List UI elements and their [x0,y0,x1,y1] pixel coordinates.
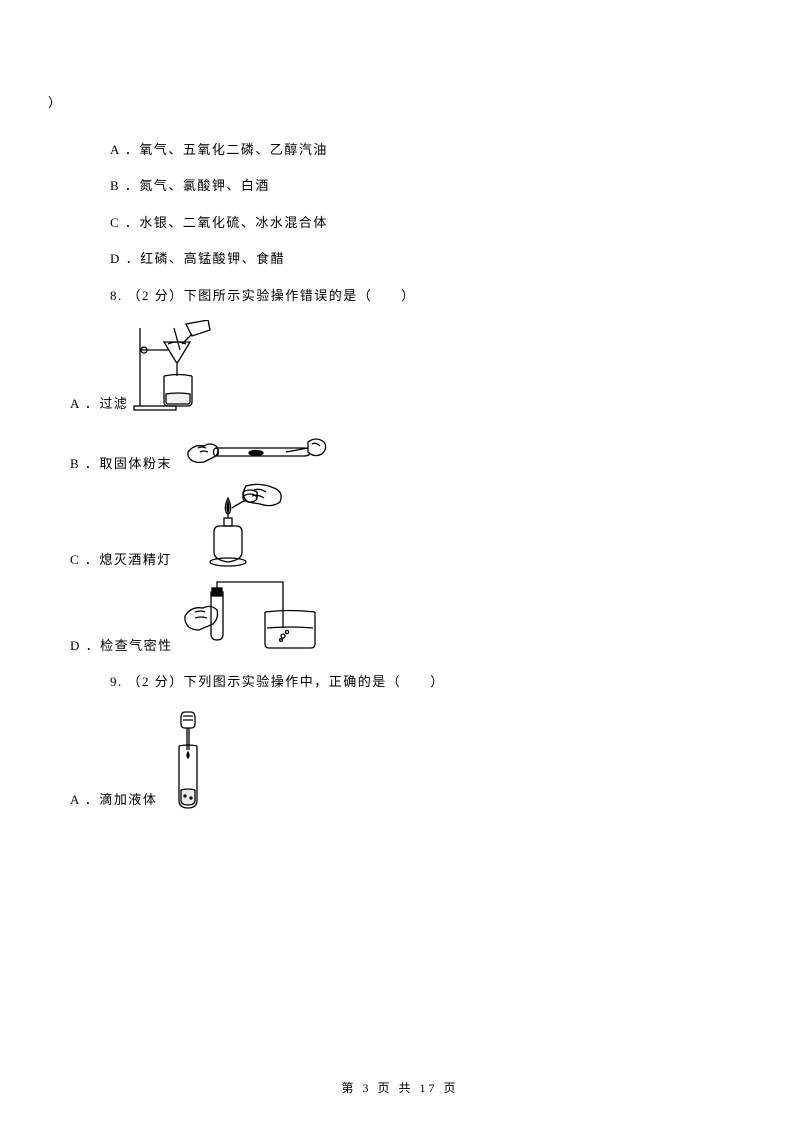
extinguish-lamp-figure [180,482,290,570]
dropper-figure [165,710,213,810]
airtightness-figure [181,578,331,656]
dropper-icon [165,710,213,810]
q8-stem: 8. （2 分）下图所示实验操作错误的是（ ） [70,278,730,314]
q8-option-a-label: A ．过滤 [70,393,128,414]
q9-stem: 9. （2 分）下列图示实验操作中，正确的是（ ） [70,664,730,700]
q7-option-a: A ．氧气、五氧化二磷、乙醇汽油 [70,132,730,168]
q8-option-c-label: C ．熄灭酒精灯 [70,549,172,570]
q7-option-d: D ．红磷、高锰酸钾、食醋 [70,241,730,277]
q8-option-b-label: B ．取固体粉末 [70,453,172,474]
q7-option-c: C ．水银、二氧化硫、冰水混合体 [70,205,730,241]
q8-option-d-label: D ．检查气密性 [70,635,173,656]
filtration-figure [130,320,230,414]
q9-option-a-label: A ．滴加液体 [70,789,157,810]
q7-option-b: B ．氮气、氯酸钾、白酒 [70,168,730,204]
stray-paren: ） [48,92,63,111]
airtightness-icon [181,578,331,656]
filtration-icon [130,320,230,414]
page-footer: 第 3 页 共 17 页 [0,1079,800,1096]
solid-powder-figure [180,422,330,474]
solid-powder-icon [180,422,330,474]
extinguish-lamp-icon [180,482,290,570]
